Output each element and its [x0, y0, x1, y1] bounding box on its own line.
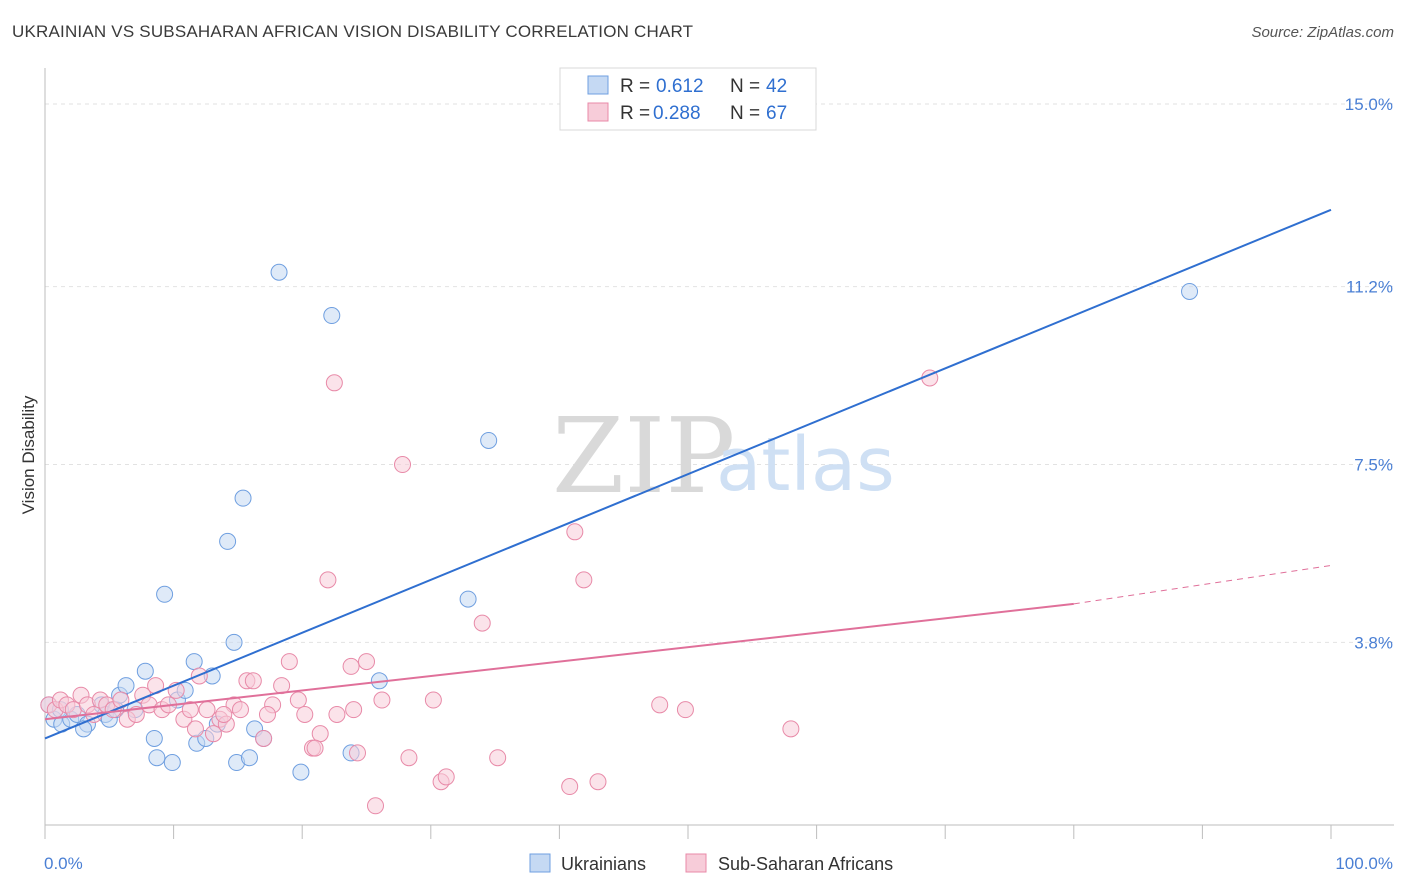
data-point-african [342, 657, 360, 675]
bottom-legend-ukrainians: Ukrainians [561, 854, 646, 874]
y-tick-label: 15.0% [1345, 95, 1393, 114]
bottom-legend: Ukrainians Sub-Saharan Africans [529, 853, 893, 874]
data-point-african [437, 768, 455, 786]
y-tick-label: 3.8% [1354, 633, 1393, 652]
bottom-legend-swatch-africans [685, 853, 707, 873]
series-ukrainians [40, 263, 1199, 781]
y-tick-label: 11.2% [1346, 278, 1393, 297]
trend-line-africans [44, 602, 1074, 721]
legend-swatch-ukrainians [587, 75, 609, 95]
data-point-ukrainian [240, 749, 258, 767]
data-point-ukrainian [145, 729, 163, 747]
data-point-african [373, 691, 391, 709]
data-point-african [280, 653, 298, 671]
series-sub-saharan-africans [40, 369, 939, 815]
chart-title: UKRAINIAN VS SUBSAHARAN AFRICAN VISION D… [12, 22, 694, 41]
y-tick-label: 7.5% [1354, 456, 1393, 475]
legend-swatch-africans [587, 102, 609, 122]
grid-lines [45, 103, 1394, 643]
data-point-african [181, 701, 199, 719]
data-point-ukrainian [185, 653, 203, 671]
data-point-african [258, 705, 276, 723]
data-point-african [186, 720, 204, 738]
legend-n-label-2: N = [730, 103, 760, 124]
data-point-african [345, 701, 363, 719]
trend-line-ukrainians [44, 208, 1332, 740]
watermark-atlas-text: atlas [716, 422, 895, 508]
data-point-ukrainian [323, 307, 341, 325]
data-point-african [306, 739, 324, 757]
data-point-ukrainian [234, 489, 252, 507]
data-point-african [215, 705, 233, 723]
data-point-african [204, 725, 222, 743]
x-tick-label: 0.0% [44, 854, 83, 873]
data-point-ukrainian [292, 763, 310, 781]
data-point-african [231, 701, 249, 719]
data-point-ukrainian [219, 532, 237, 550]
data-point-african [575, 571, 593, 589]
data-point-ukrainian [1181, 282, 1199, 300]
trend-lines [44, 208, 1332, 740]
watermark: ZIP atlas [552, 395, 895, 517]
bottom-legend-africans: Sub-Saharan Africans [718, 854, 893, 874]
legend-r-label-2: R = [620, 103, 650, 124]
legend-n-value-2: 67 [766, 103, 787, 124]
data-point-african [296, 705, 314, 723]
source-label: Source: ZipAtlas.com [1251, 24, 1394, 41]
legend-r-label-1: R = [620, 76, 650, 97]
data-point-african [424, 691, 442, 709]
data-point-african [394, 456, 412, 474]
data-point-ukrainian [156, 585, 174, 603]
y-axis-label: Vision Disability [19, 395, 38, 514]
data-point-african [400, 749, 418, 767]
data-point-african [244, 672, 262, 690]
data-point-ukrainian [480, 431, 498, 449]
bottom-legend-swatch-ukrainians [529, 853, 551, 873]
data-point-african [255, 729, 273, 747]
x-tick-label: 100.0% [1335, 854, 1393, 873]
data-point-african [473, 614, 491, 632]
data-point-african [328, 705, 346, 723]
legend-n-value-1: 42 [766, 76, 787, 97]
data-point-ukrainian [117, 677, 135, 695]
data-point-african [561, 778, 579, 796]
data-point-ukrainian [225, 633, 243, 651]
data-point-african [489, 749, 507, 767]
data-point-african [319, 571, 337, 589]
data-point-african [289, 691, 307, 709]
trend-line-africans-extension [1073, 564, 1332, 605]
data-point-african [325, 374, 343, 392]
data-point-african [589, 773, 607, 791]
data-point-ukrainian [459, 590, 477, 608]
data-point-ukrainian [270, 263, 288, 281]
legend: R = 0.612 N = 42 R = 0.288 N = 67 [559, 67, 817, 131]
data-point-african [311, 725, 329, 743]
legend-n-label-1: N = [730, 76, 760, 97]
data-point-ukrainian [148, 749, 166, 767]
tick-labels: 3.8% 7.5% 11.2% 15.0% 0.0% 100.0% [44, 95, 1393, 873]
data-point-african [651, 696, 669, 714]
data-point-ukrainian [163, 754, 181, 772]
data-point-african [566, 523, 584, 541]
legend-r-value-1: 0.612 [656, 76, 704, 97]
data-point-african [348, 744, 366, 762]
data-point-ukrainian [136, 662, 154, 680]
data-point-african [782, 720, 800, 738]
legend-r-value-2: 0.288 [653, 103, 701, 124]
data-point-african [676, 701, 694, 719]
watermark-zip-text: ZIP [552, 395, 735, 517]
data-point-african [367, 797, 385, 815]
data-point-african [358, 653, 375, 671]
